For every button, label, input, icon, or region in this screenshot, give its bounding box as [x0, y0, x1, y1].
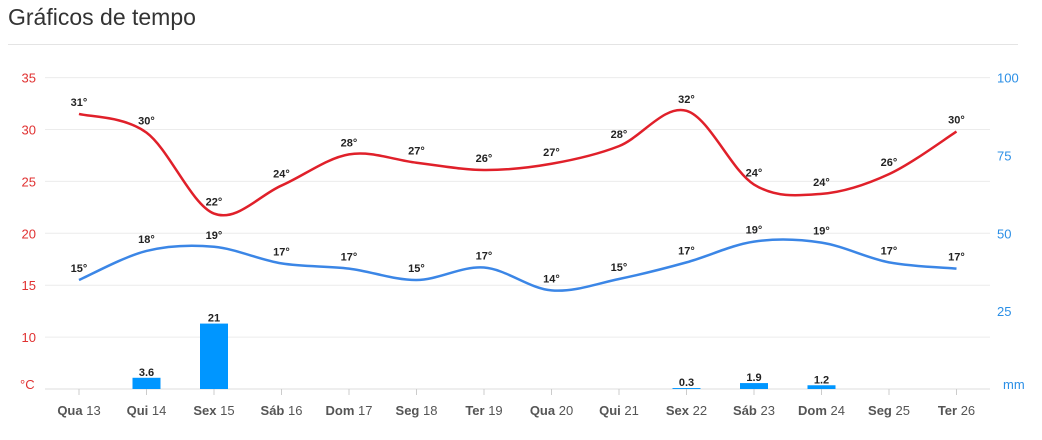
min-temperature-label: 15° [408, 263, 425, 275]
max-temperature-label: 24° [813, 177, 830, 189]
y-right-tick-label: 25 [997, 304, 1011, 319]
x-tick-label: Sex 22 [666, 403, 707, 418]
precipitation-bar [132, 377, 161, 389]
x-tick-label: Ter 19 [465, 403, 502, 418]
x-tick-date: 24 [827, 403, 845, 418]
min-temperature-line [78, 238, 957, 292]
x-tick-label: Qui 14 [127, 403, 167, 418]
min-temperature-label: 15° [71, 263, 88, 275]
x-tick-day: Seg [868, 403, 892, 418]
precipitation-bar [740, 383, 768, 389]
x-tick-label: Sáb 16 [261, 403, 303, 418]
min-temperature-label: 15° [611, 262, 628, 274]
max-temperature-label: 24° [746, 168, 763, 180]
x-tick-date: 13 [83, 403, 101, 418]
x-tick-date: 19 [485, 403, 503, 418]
x-tick-day: Ter [465, 403, 484, 418]
x-tick-day: Qui [127, 403, 149, 418]
x-tick-day: Sáb [261, 403, 285, 418]
y-right-unit-label: mm [1003, 377, 1025, 392]
max-temperature-label: 26° [881, 157, 898, 169]
x-tick-day: Ter [938, 403, 957, 418]
x-tick-day: Seg [396, 403, 420, 418]
precipitation-bar [807, 385, 836, 389]
x-tick-date: 20 [555, 403, 573, 418]
max-temperature-label: 22° [206, 197, 223, 209]
min-temperature-label: 17° [476, 251, 493, 263]
y-left-unit-label: °C [20, 377, 35, 392]
x-tick-date: 25 [892, 403, 910, 418]
precipitation-label: 3.6 [139, 367, 154, 379]
y-left-tick-label: 15 [22, 278, 36, 293]
x-tick-date: 22 [689, 403, 707, 418]
x-tick-day: Sex [193, 403, 217, 418]
max-temperature-label: 27° [543, 147, 560, 159]
precipitation-label: 1.9 [746, 372, 761, 384]
x-tick-date: 15 [217, 403, 235, 418]
title-divider [8, 44, 1018, 45]
min-temperature-label: 17° [948, 252, 965, 264]
precipitation-label: 21 [208, 313, 220, 325]
min-temperature-label: 17° [273, 246, 290, 258]
page-title: Gráficos de tempo [8, 4, 196, 30]
max-temperature-label: 31° [71, 97, 88, 109]
x-tick-label: Ter 26 [938, 403, 975, 418]
x-tick-day: Dom [326, 403, 355, 418]
min-temperature-label: 17° [881, 245, 898, 257]
x-tick-label: Dom 17 [326, 403, 373, 418]
x-tick-date: 26 [957, 403, 975, 418]
x-tick-date: 14 [148, 403, 166, 418]
min-temperature-label: 19° [746, 225, 763, 237]
y-left-tick-label: 10 [22, 330, 36, 345]
x-tick-label: Dom 24 [798, 403, 845, 418]
x-tick-label: Sáb 23 [733, 403, 775, 418]
y-left-tick-label: 30 [22, 123, 36, 138]
x-tick-day: Dom [798, 403, 827, 418]
y-right-tick-label: 50 [997, 226, 1011, 241]
min-temperature-label: 18° [138, 234, 155, 246]
precipitation-label: 0.3 [679, 377, 694, 389]
max-temperature-label: 30° [948, 115, 965, 127]
x-tick-label: Qua 13 [57, 403, 100, 418]
max-temperature-line [78, 108, 958, 217]
x-tick-date: 17 [354, 403, 372, 418]
min-temperature-label: 17° [678, 245, 695, 257]
min-temperature-label: 19° [206, 230, 223, 242]
x-tick-day: Qua [57, 403, 83, 418]
x-tick-date: 23 [757, 403, 775, 418]
x-tick-date: 18 [419, 403, 437, 418]
x-tick-day: Qua [530, 403, 556, 418]
precipitation-label: 1.2 [814, 374, 829, 386]
y-left-tick-label: 20 [22, 226, 36, 241]
precipitation-bar [672, 388, 701, 389]
max-temperature-label: 28° [611, 129, 628, 141]
y-left-tick-label: 35 [22, 71, 36, 86]
x-tick-day: Sáb [733, 403, 757, 418]
max-temperature-label: 26° [476, 153, 493, 165]
x-tick-date: 21 [621, 403, 639, 418]
y-left-tick-label: 25 [22, 174, 36, 189]
x-tick-day: Sex [666, 403, 690, 418]
y-right-tick-label: 100 [997, 71, 1019, 86]
x-tick-day: Qui [599, 403, 621, 418]
x-tick-label: Qua 20 [530, 403, 573, 418]
y-right-tick-label: 75 [997, 148, 1011, 163]
min-temperature-label: 19° [813, 226, 830, 238]
x-tick-date: 16 [284, 403, 302, 418]
x-tick-label: Seg 18 [396, 403, 438, 418]
min-temperature-label: 14° [543, 273, 560, 285]
max-temperature-label: 24° [273, 169, 290, 181]
max-temperature-label: 30° [138, 116, 155, 128]
max-temperature-label: 28° [341, 137, 358, 149]
x-tick-label: Sex 15 [193, 403, 234, 418]
x-tick-label: Seg 25 [868, 403, 910, 418]
min-temperature-label: 17° [341, 252, 358, 264]
max-temperature-label: 32° [678, 94, 695, 106]
max-temperature-label: 27° [408, 146, 425, 158]
x-tick-label: Qui 21 [599, 403, 639, 418]
precipitation-bar [200, 323, 228, 389]
